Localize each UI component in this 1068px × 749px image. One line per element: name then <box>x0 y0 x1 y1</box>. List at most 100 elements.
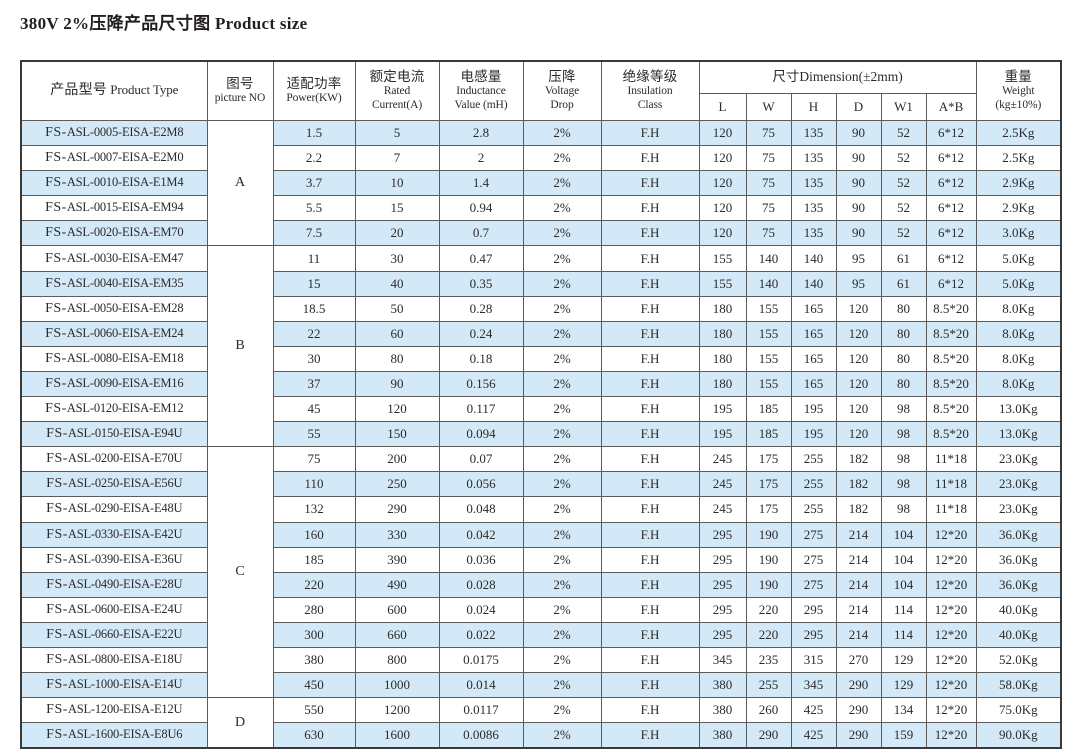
cell-dim-h: 425 <box>790 722 837 749</box>
cell-voltage-drop: 2% <box>522 145 602 172</box>
header-weight-cn: 重量 <box>1004 69 1033 85</box>
product-type-model: ASL-0490-EISA-E28U <box>67 576 183 591</box>
cell-inductance: 0.117 <box>438 396 524 423</box>
header-picture-no-en: picture NO <box>214 92 266 105</box>
header-inductance-en2: Value (mH) <box>454 98 508 111</box>
cell-weight: 13.0Kg <box>975 396 1062 423</box>
cell-voltage-drop: 2% <box>522 320 602 347</box>
cell-dim-ab: 12*20 <box>925 571 977 598</box>
header-voltage-drop-en: Voltage <box>544 85 580 98</box>
cell-dim-w: 155 <box>745 295 792 322</box>
header-insulation-en: Insulation <box>627 85 673 98</box>
cell-dim-ab: 6*12 <box>925 220 977 247</box>
cell-product-type: FS-ASL-0060-EISA-EM24 <box>20 320 208 347</box>
cell-power: 2.2 <box>272 145 356 172</box>
cell-rated-current: 80 <box>354 345 440 372</box>
cell-inductance: 0.022 <box>438 621 524 648</box>
header-dimension-group: 尺寸Dimension(±2mm) <box>698 60 977 94</box>
cell-dim-ab: 12*20 <box>925 672 977 699</box>
cell-insulation-class: F.H <box>600 220 700 247</box>
cell-inductance: 0.028 <box>438 571 524 598</box>
cell-product-type: FS-ASL-0330-EISA-E42U <box>20 521 208 548</box>
cell-rated-current: 490 <box>354 571 440 598</box>
cell-insulation-class: F.H <box>600 521 700 548</box>
product-type-model: ASL-0120-EISA-EM12 <box>66 401 184 416</box>
cell-weight: 5.0Kg <box>975 245 1062 272</box>
cell-dim-w1: 80 <box>880 320 927 347</box>
cell-dim-d: 182 <box>835 496 882 523</box>
cell-rated-current: 1600 <box>354 722 440 749</box>
product-type-prefix: FS- <box>45 275 67 291</box>
cell-weight: 13.0Kg <box>975 421 1062 448</box>
cell-weight: 40.0Kg <box>975 596 1062 623</box>
cell-dim-d: 120 <box>835 421 882 448</box>
cell-dim-ab: 12*20 <box>925 596 977 623</box>
cell-dim-d: 90 <box>835 220 882 247</box>
header-product-type-en: Product Type <box>110 82 179 98</box>
cell-power: 160 <box>272 521 356 548</box>
product-type-model: ASL-1600-EISA-E8U6 <box>67 727 183 742</box>
cell-product-type: FS-ASL-0290-EISA-E48U <box>20 496 208 523</box>
cell-dim-w1: 114 <box>880 621 927 648</box>
cell-weight: 36.0Kg <box>975 571 1062 598</box>
cell-dim-w: 185 <box>745 396 792 423</box>
cell-dim-w: 175 <box>745 446 792 473</box>
cell-power: 550 <box>272 697 356 724</box>
cell-inductance: 0.036 <box>438 546 524 573</box>
cell-dim-l: 380 <box>698 697 747 724</box>
product-type-model: ASL-0200-EISA-E70U <box>67 451 183 466</box>
product-type-model: ASL-0010-EISA-E1M4 <box>66 175 184 190</box>
cell-product-type: FS-ASL-0015-EISA-EM94 <box>20 195 208 222</box>
product-type-prefix: FS- <box>45 401 67 417</box>
table-body: FS-ASL-0005-EISA-E2M8 A 1.5 5 2.8 2% F.H 120 75 1… <box>20 119 1062 749</box>
cell-voltage-drop: 2% <box>522 521 602 548</box>
cell-dim-l: 295 <box>698 596 747 623</box>
cell-dim-ab: 12*20 <box>925 546 977 573</box>
product-type-model: ASL-0660-EISA-E22U <box>67 626 183 641</box>
cell-inductance: 0.24 <box>438 320 524 347</box>
cell-dim-d: 214 <box>835 546 882 573</box>
product-type-prefix: FS- <box>45 125 67 141</box>
cell-dim-w1: 52 <box>880 220 927 247</box>
cell-dim-l: 195 <box>698 421 747 448</box>
cell-dim-ab: 12*20 <box>925 621 977 648</box>
product-type-prefix: FS- <box>45 200 67 216</box>
cell-product-type: FS-ASL-0120-EISA-EM12 <box>20 396 208 423</box>
cell-product-type: FS-ASL-0040-EISA-EM35 <box>20 270 208 297</box>
cell-dim-d: 95 <box>835 270 882 297</box>
cell-dim-l: 295 <box>698 546 747 573</box>
cell-insulation-class: F.H <box>600 446 700 473</box>
cell-voltage-drop: 2% <box>522 722 602 749</box>
cell-voltage-drop: 2% <box>522 621 602 648</box>
cell-voltage-drop: 2% <box>522 421 602 448</box>
cell-power: 55 <box>272 421 356 448</box>
cell-weight: 3.0Kg <box>975 220 1062 247</box>
cell-insulation-class: F.H <box>600 496 700 523</box>
cell-dim-l: 180 <box>698 345 747 372</box>
cell-product-type: FS-ASL-0007-EISA-E2M0 <box>20 145 208 172</box>
product-type-prefix: FS- <box>46 626 68 642</box>
cell-product-type: FS-ASL-0250-EISA-E56U <box>20 471 208 498</box>
cell-inductance: 0.35 <box>438 270 524 297</box>
cell-dim-w: 175 <box>745 471 792 498</box>
cell-dim-w1: 159 <box>880 722 927 749</box>
cell-inductance: 0.0086 <box>438 722 524 749</box>
cell-power: 630 <box>272 722 356 749</box>
cell-product-type: FS-ASL-1200-EISA-E12U <box>20 697 208 724</box>
cell-dim-h: 275 <box>790 546 837 573</box>
cell-inductance: 2 <box>438 145 524 172</box>
header-dim-ab: A*B <box>925 92 977 122</box>
cell-dim-h: 165 <box>790 295 837 322</box>
cell-dim-l: 120 <box>698 220 747 247</box>
table-row: FS-ASL-1200-EISA-E12U D 550 1200 0.0117 2% F.H… <box>20 697 1062 749</box>
cell-product-type: FS-ASL-0020-EISA-EM70 <box>20 220 208 247</box>
cell-dim-w: 75 <box>745 195 792 222</box>
cell-dim-w: 255 <box>745 672 792 699</box>
cell-inductance: 0.048 <box>438 496 524 523</box>
product-type-prefix: FS- <box>46 601 68 617</box>
cell-dim-w1: 134 <box>880 697 927 724</box>
cell-dim-w1: 52 <box>880 170 927 197</box>
cell-dim-h: 135 <box>790 119 837 147</box>
product-type-prefix: FS- <box>46 702 68 718</box>
cell-dim-h: 275 <box>790 521 837 548</box>
